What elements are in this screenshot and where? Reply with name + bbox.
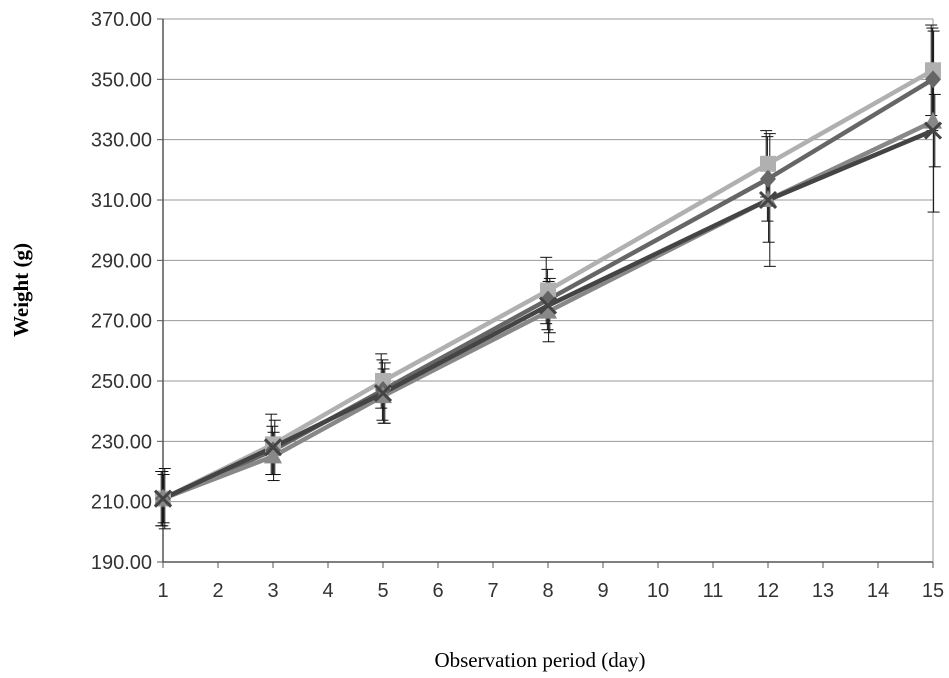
- y-tick-label-1: 210.00: [91, 492, 152, 514]
- x-tick-labels: 1 2 3 4 5 6 7 8 9 10 11 12 13 14 15: [157, 580, 944, 602]
- marker-stroke-b: [923, 121, 943, 140]
- y-tick-label-4: 270.00: [91, 311, 152, 333]
- marker-stroke-b: [263, 438, 283, 457]
- series-line-3: [160, 128, 936, 501]
- x-tick-label-6: 7: [487, 580, 498, 602]
- marker-s1-p4: [760, 169, 776, 188]
- y-tick-label-2: 230.00: [91, 431, 152, 453]
- x-tick-label-7: 8: [542, 580, 553, 602]
- marker-s0-p4: [760, 155, 776, 172]
- y-tick-labels: 190.00 210.00 230.00 250.00 270.00 290.00 310.…: [91, 9, 152, 574]
- x-tick-label-14: 15: [922, 580, 944, 602]
- marker-stroke-b: [538, 296, 558, 315]
- x-tick-label-4: 5: [377, 580, 388, 602]
- marker-s3-p3: [538, 296, 558, 315]
- marker-s1-p3: [540, 290, 556, 309]
- x-tick-label-2: 3: [267, 580, 278, 602]
- series-lines: [160, 68, 936, 501]
- y-tick-label-9: 370.00: [91, 9, 152, 31]
- x-tick-label-12: 13: [812, 580, 834, 602]
- x-tick-label-8: 9: [597, 580, 608, 602]
- marker-stroke-b: [373, 384, 393, 403]
- marker-s2-p3: [539, 301, 557, 319]
- marker-s0-p5: [925, 62, 941, 79]
- marker-stroke-b: [153, 489, 173, 508]
- marker-s3-p2: [373, 384, 393, 403]
- y-tick-label-0: 190.00: [91, 552, 152, 574]
- y-tick-label-7: 330.00: [91, 130, 152, 152]
- marker-s0-p2: [375, 373, 391, 389]
- series-line-1: [160, 77, 936, 501]
- marker-stroke-b: [758, 190, 778, 210]
- y-tick-label-3: 250.00: [91, 371, 152, 393]
- x-tick-label-5: 6: [432, 580, 443, 602]
- y-axis-title: Weight (g): [9, 243, 33, 337]
- x-tick-label-9: 10: [647, 580, 669, 602]
- x-axis-title: Observation period (day): [434, 648, 645, 672]
- marker-s1-p5: [925, 70, 941, 89]
- x-tick-label-1: 2: [212, 580, 223, 602]
- y-tick-label-5: 290.00: [91, 250, 152, 272]
- marker-s3-p4: [758, 190, 778, 210]
- x-tick-label-13: 14: [867, 580, 889, 602]
- x-tick-label-0: 1: [157, 580, 168, 602]
- y-tick-label-6: 310.00: [91, 190, 152, 212]
- series-line-0: [160, 68, 936, 501]
- marker-s2-p1: [264, 446, 282, 464]
- x-tick-label-10: 11: [703, 580, 724, 602]
- series-markers: [153, 62, 943, 508]
- marker-s3-p5: [923, 121, 943, 140]
- marker-s3-p1: [263, 438, 283, 457]
- marker-s0-p3: [540, 282, 556, 299]
- x-tick-label-3: 4: [322, 580, 333, 602]
- y-tick-label-8: 350.00: [91, 69, 152, 91]
- marker-s3-p0: [153, 489, 173, 508]
- x-tick-label-11: 12: [757, 580, 779, 602]
